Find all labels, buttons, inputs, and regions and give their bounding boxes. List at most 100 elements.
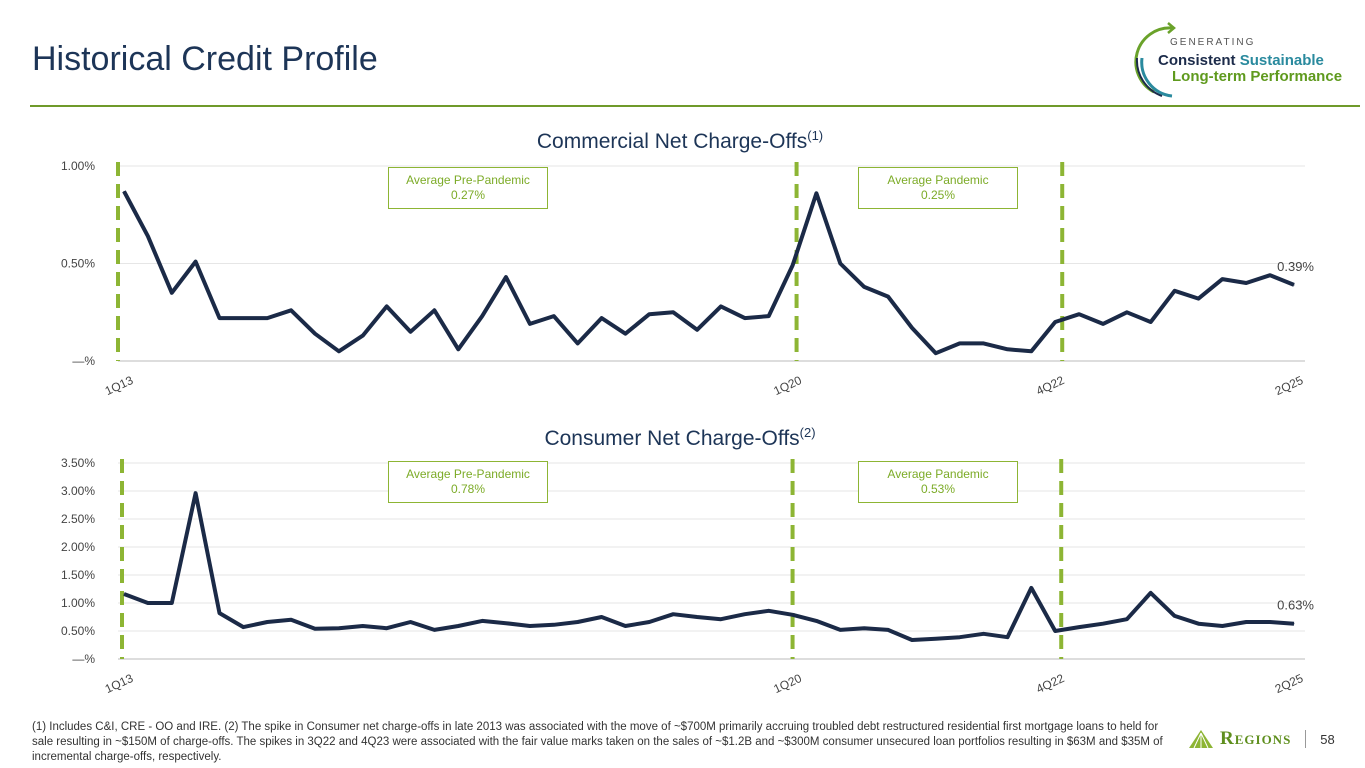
chart-1: —% 0.50% 1.00% 1.50% 2.00% 2.50% 3.00% 3.50% 1Q1…	[61, 456, 1314, 696]
data-point	[1078, 313, 1080, 315]
data-point	[1174, 615, 1176, 617]
tagline-logo: GENERATING Consistent Sustainable Long-t…	[1132, 20, 1362, 100]
data-point	[386, 627, 388, 629]
data-point	[839, 629, 841, 631]
data-point	[672, 311, 674, 313]
logo-line2: Long-term Performance	[1172, 68, 1343, 85]
data-point	[1221, 278, 1223, 280]
data-point	[792, 264, 794, 266]
data-point	[410, 331, 412, 333]
x-tick-label: 1Q20	[771, 671, 804, 696]
data-point	[338, 350, 340, 352]
y-tick-label: 2.00%	[61, 540, 95, 554]
regions-wordmark: Regions	[1220, 728, 1292, 749]
logo-sustainable: Sustainable	[1239, 52, 1324, 69]
y-tick-label: 1.50%	[61, 568, 95, 582]
annotation-pre-pandemic-commercial: Average Pre-Pandemic 0.27%	[388, 167, 548, 209]
data-point	[577, 342, 579, 344]
data-point	[863, 286, 865, 288]
data-point	[935, 638, 937, 640]
data-point	[935, 352, 937, 354]
y-tick-label: 0.50%	[61, 624, 95, 638]
x-tick-label: 1Q13	[103, 373, 136, 398]
data-point	[123, 593, 125, 595]
annotation-label: Average Pandemic	[887, 173, 989, 187]
page-number: 58	[1320, 731, 1335, 747]
data-point	[887, 296, 889, 298]
series-line	[122, 190, 1295, 356]
data-point	[1293, 623, 1295, 625]
data-point	[123, 190, 125, 192]
data-point	[911, 327, 913, 329]
data-point	[887, 629, 889, 631]
data-point	[1269, 621, 1271, 623]
data-point	[266, 317, 268, 319]
data-point	[1126, 618, 1128, 620]
annotation-pandemic-consumer: Average Pandemic 0.53%	[858, 461, 1018, 503]
data-point	[505, 622, 507, 624]
regions-brand: Regions 58	[1188, 728, 1335, 750]
data-point	[242, 317, 244, 319]
annotation-value: 0.25%	[920, 188, 956, 202]
logo-line1: Consistent Sustainable	[1158, 52, 1324, 69]
data-point	[648, 621, 650, 623]
annotation-pre-pandemic-consumer: Average Pre-Pandemic 0.78%	[388, 461, 548, 503]
logo-line0: GENERATING	[1170, 37, 1256, 48]
data-point	[1102, 323, 1104, 325]
annotation-value: 0.53%	[920, 482, 956, 496]
commercial-chart-title: Commercial Net Charge-Offs(1)	[537, 128, 823, 154]
data-point	[410, 621, 412, 623]
y-tick-label: 0.50%	[61, 257, 95, 271]
data-point	[195, 261, 197, 263]
data-point	[362, 335, 364, 337]
chart-title-text: Consumer Net Charge-Offs	[544, 427, 800, 450]
data-point	[219, 612, 221, 614]
data-point	[290, 309, 292, 311]
data-point	[1006, 348, 1008, 350]
data-point	[553, 624, 555, 626]
footnotes: (1) Includes C&I, CRE - OO and IRE. (2) …	[32, 721, 1163, 763]
arrow-arc-icon	[1134, 22, 1176, 98]
annotation-label: Average Pre-Pandemic	[406, 173, 530, 187]
annotation-value: 0.27%	[450, 188, 486, 202]
data-point	[792, 614, 794, 616]
title-divider	[30, 105, 1360, 107]
data-point	[529, 323, 531, 325]
data-point	[242, 626, 244, 628]
data-point	[815, 192, 817, 194]
data-point	[481, 620, 483, 622]
data-point	[768, 610, 770, 612]
data-point	[983, 633, 985, 635]
data-point	[1102, 623, 1104, 625]
data-point	[1054, 321, 1056, 323]
data-point	[314, 628, 316, 630]
data-point	[147, 235, 149, 237]
x-tick-label: 4Q22	[1034, 373, 1067, 398]
regions-pyramid-icon	[1189, 730, 1213, 749]
annotation-label: Average Pandemic	[887, 467, 989, 481]
data-point	[863, 627, 865, 629]
data-point	[1030, 350, 1032, 352]
data-point	[362, 625, 364, 627]
data-point	[983, 342, 985, 344]
data-point	[171, 602, 173, 604]
data-point	[1174, 290, 1176, 292]
y-tick-label: 3.00%	[61, 484, 95, 498]
data-point	[290, 619, 292, 621]
page-title: Historical Credit Profile	[32, 40, 378, 78]
annotation-label: Average Pre-Pandemic	[406, 467, 530, 481]
data-point	[433, 629, 435, 631]
series-line	[123, 491, 1295, 642]
data-point	[386, 305, 388, 307]
data-point	[839, 263, 841, 264]
data-point	[696, 329, 698, 331]
data-point	[1006, 636, 1008, 638]
data-point	[601, 616, 603, 618]
data-point	[1293, 284, 1295, 286]
chart-0: —% 0.50% 1.00% 1Q13 1Q20 4Q22 2Q25 0.39%	[61, 159, 1314, 398]
consumer-chart-title: Consumer Net Charge-Offs(2)	[544, 425, 815, 451]
end-value-label: 0.63%	[1277, 598, 1314, 613]
data-point	[1078, 626, 1080, 628]
x-tick-label: 4Q22	[1034, 671, 1067, 696]
